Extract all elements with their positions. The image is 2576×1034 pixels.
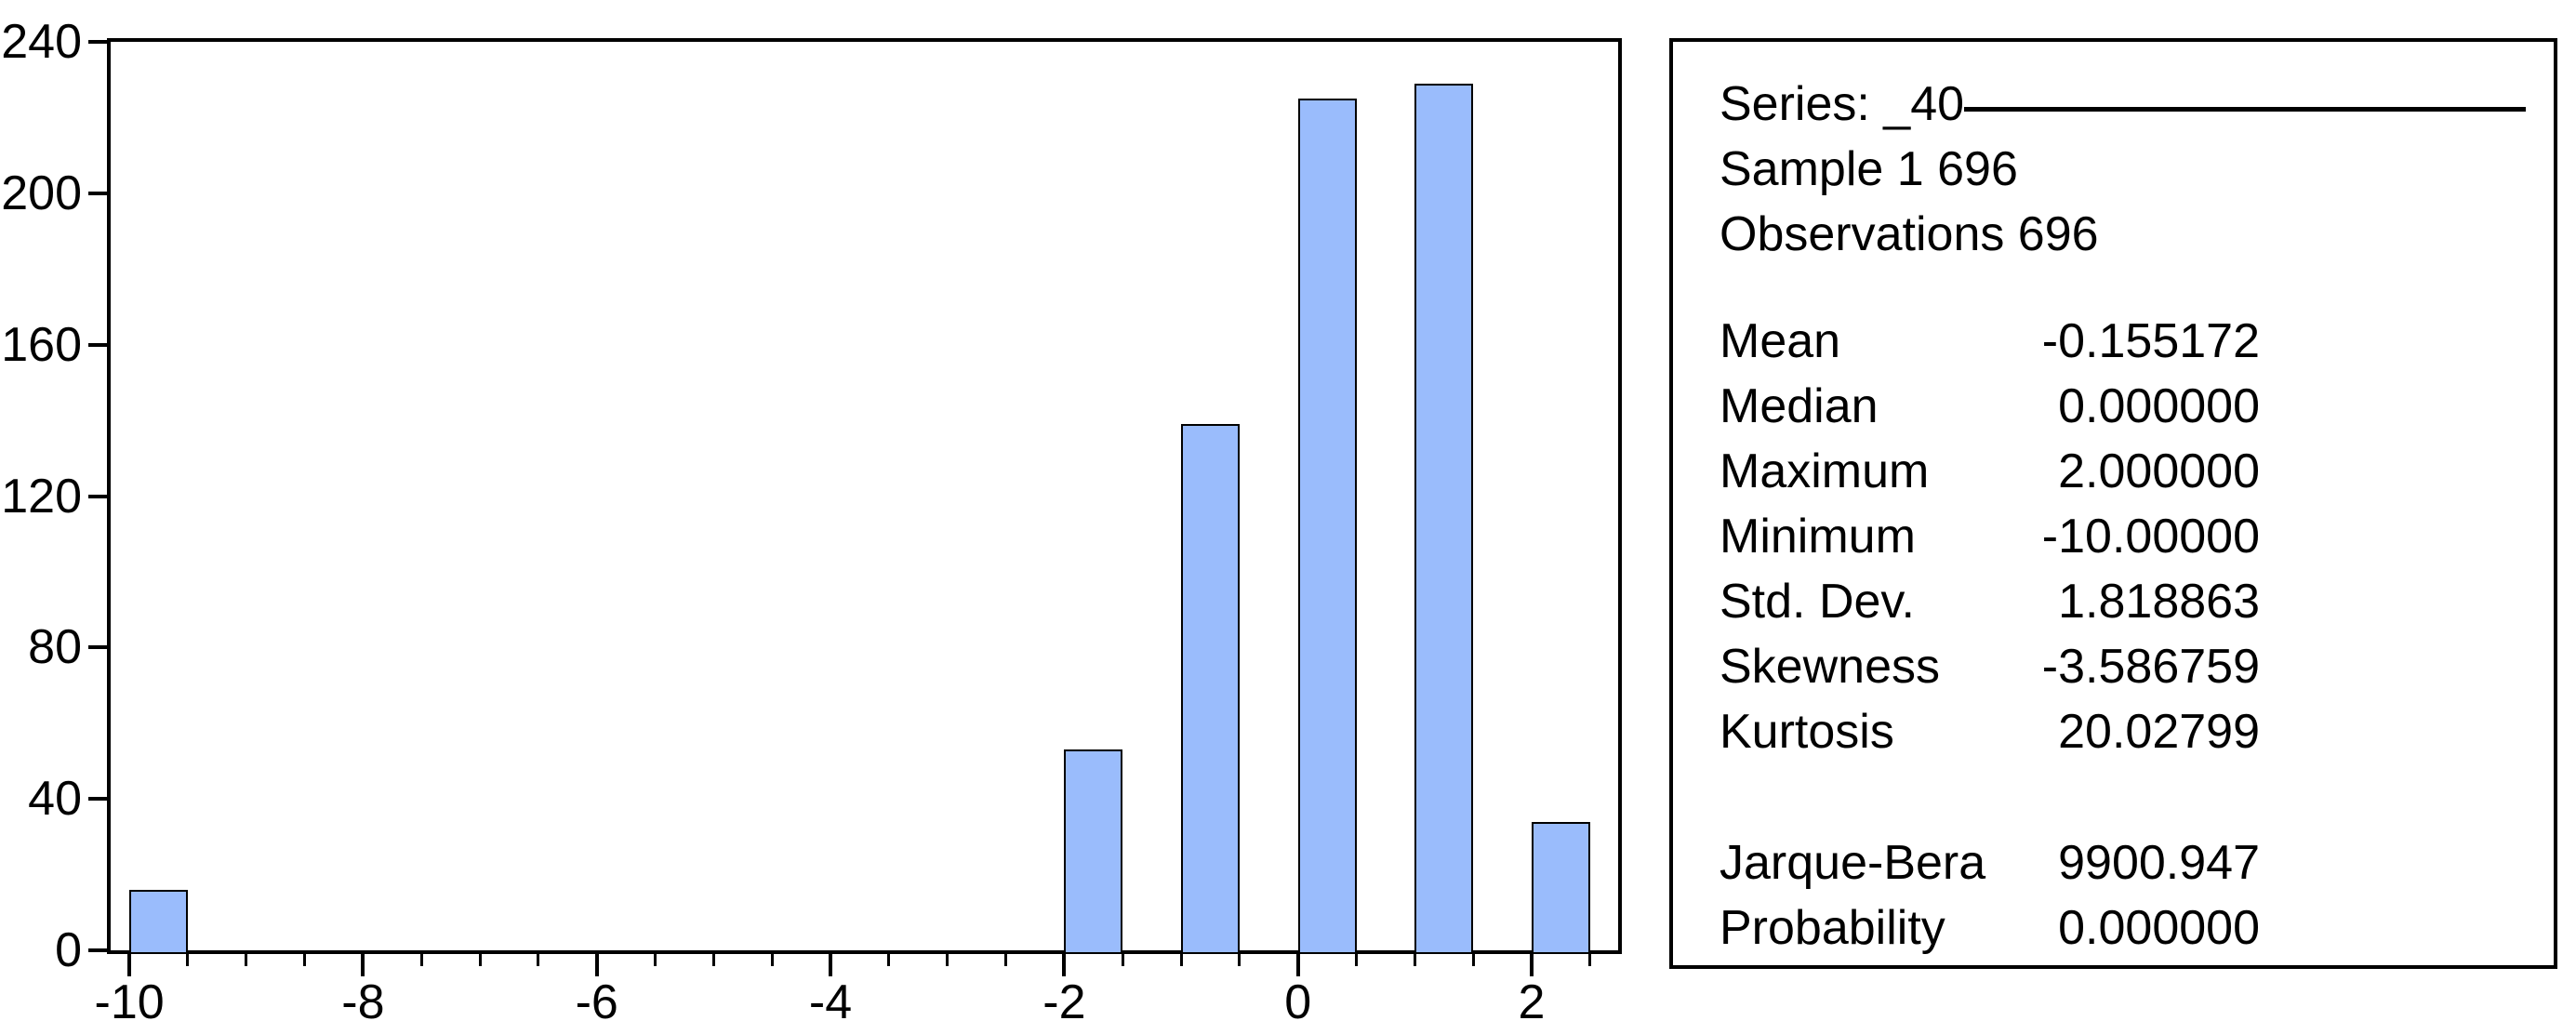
- sample-line: Sample 1 696: [1720, 142, 2018, 196]
- histogram-bar: [1064, 749, 1123, 954]
- x-axis-tick-label: -10: [94, 975, 165, 1029]
- y-axis-tick-label: 0: [55, 923, 82, 977]
- x-axis-minor-tick: [186, 954, 190, 966]
- x-axis-minor-tick: [1004, 954, 1008, 966]
- y-axis-tick-label: 160: [1, 317, 82, 372]
- x-axis-major-tick: [1062, 954, 1067, 976]
- series-header-row: Series: _40: [1720, 72, 2526, 137]
- y-axis-tick: [88, 797, 107, 802]
- x-axis-minor-tick: [1471, 954, 1475, 966]
- stat-row-mean: Mean -0.155172: [1720, 309, 2526, 374]
- stat-value: 2.000000: [2058, 444, 2260, 498]
- x-axis-tick-label: -8: [341, 975, 385, 1029]
- x-axis-major-tick: [1295, 954, 1300, 976]
- histogram-bar: [1414, 83, 1474, 954]
- histogram-bar: [129, 889, 188, 954]
- y-axis-tick: [88, 342, 107, 347]
- y-axis-tick-label: 120: [1, 469, 82, 524]
- stat-value: 0.000000: [2058, 901, 2260, 955]
- stat-value: 20.02799: [2058, 705, 2260, 759]
- x-axis-tick-label: -2: [1042, 975, 1086, 1029]
- stat-value: 1.818863: [2058, 575, 2260, 629]
- stat-label: Probability: [1720, 901, 1945, 955]
- stat-label: Kurtosis: [1720, 705, 1894, 759]
- x-axis-minor-tick: [478, 954, 482, 966]
- observations-line: Observations 696: [1720, 207, 2099, 261]
- y-axis-tick-label: 80: [28, 620, 82, 675]
- x-axis-minor-tick: [946, 954, 949, 966]
- y-axis-tick-label: 200: [1, 166, 82, 220]
- spacer: [1720, 764, 2526, 830]
- stat-label: Skewness: [1720, 640, 1940, 694]
- stat-value: 0.000000: [2058, 379, 2260, 433]
- x-axis-minor-tick: [1413, 954, 1416, 966]
- y-axis-tick-label: 40: [28, 772, 82, 827]
- stat-row-maximum: Maximum 2.000000: [1720, 439, 2526, 504]
- y-axis-tick-label: 240: [1, 15, 82, 69]
- stat-value: -10.00000: [2041, 510, 2260, 563]
- x-axis-minor-tick: [887, 954, 891, 966]
- x-axis-minor-tick: [1179, 954, 1183, 966]
- histogram-bar: [1532, 821, 1590, 954]
- x-axis-minor-tick: [711, 954, 715, 966]
- histogram-chart: 0 40 80 120 160 200 240 -10 -8 -6 -4 -2 0 2: [1, 15, 1622, 1029]
- stat-value: -0.155172: [2041, 314, 2260, 368]
- stat-row-median: Median 0.000000: [1720, 374, 2526, 439]
- stat-label: Std. Dev.: [1720, 575, 1916, 629]
- y-axis-tick: [88, 191, 107, 195]
- x-axis-minor-tick: [303, 954, 307, 966]
- stat-label: Minimum: [1720, 510, 1916, 563]
- x-axis-tick-label: 2: [1518, 975, 1546, 1029]
- x-axis-minor-tick: [419, 954, 423, 966]
- stat-row-kurtosis: Kurtosis 20.02799: [1720, 699, 2526, 764]
- stat-row-skewness: Skewness -3.586759: [1720, 634, 2526, 699]
- stat-value: 9900.947: [2058, 836, 2260, 890]
- stat-row-minimum: Minimum -10.00000: [1720, 504, 2526, 569]
- stat-label: Mean: [1720, 314, 1841, 368]
- y-axis-tick: [88, 948, 107, 952]
- x-axis-major-tick: [127, 954, 132, 976]
- x-axis-minor-tick: [1121, 954, 1124, 966]
- stat-row-probability: Probability 0.000000: [1720, 895, 2526, 961]
- x-axis-major-tick: [1530, 954, 1534, 976]
- x-axis-minor-tick: [770, 954, 774, 966]
- x-axis-major-tick: [361, 954, 365, 976]
- histogram-bar: [1181, 424, 1240, 954]
- x-axis-minor-tick: [1238, 954, 1242, 966]
- y-axis-tick: [88, 645, 107, 650]
- stat-label: Jarque-Bera: [1720, 836, 1986, 890]
- x-axis-minor-tick: [1588, 954, 1592, 966]
- series-header: Series: _40: [1720, 77, 1965, 131]
- statistics-panel: Series: _40 Sample 1 696 Observations 69…: [1669, 38, 2557, 969]
- x-axis-tick-label: 0: [1284, 975, 1312, 1029]
- stat-row-std-dev: Std. Dev. 1.818863: [1720, 569, 2526, 634]
- x-axis-minor-tick: [1355, 954, 1359, 966]
- spacer: [1720, 267, 2526, 309]
- x-axis-major-tick: [829, 954, 833, 976]
- stat-row-jarque-bera: Jarque-Bera 9900.947: [1720, 830, 2526, 895]
- x-axis-minor-tick: [654, 954, 657, 966]
- stat-label: Median: [1720, 379, 1879, 433]
- y-axis-tick: [88, 40, 107, 44]
- histogram-bar: [1297, 99, 1357, 954]
- stat-value: -3.586759: [2041, 640, 2260, 694]
- x-axis-major-tick: [594, 954, 599, 976]
- stat-label: Maximum: [1720, 444, 1930, 498]
- y-axis-tick: [88, 494, 107, 498]
- x-axis-tick-label: -6: [575, 975, 618, 1029]
- series-underline: [1964, 72, 2526, 112]
- x-axis-minor-tick: [537, 954, 540, 966]
- x-axis-minor-tick: [245, 954, 248, 966]
- plot-frame: [107, 38, 1622, 954]
- x-axis-tick-label: -4: [808, 975, 853, 1029]
